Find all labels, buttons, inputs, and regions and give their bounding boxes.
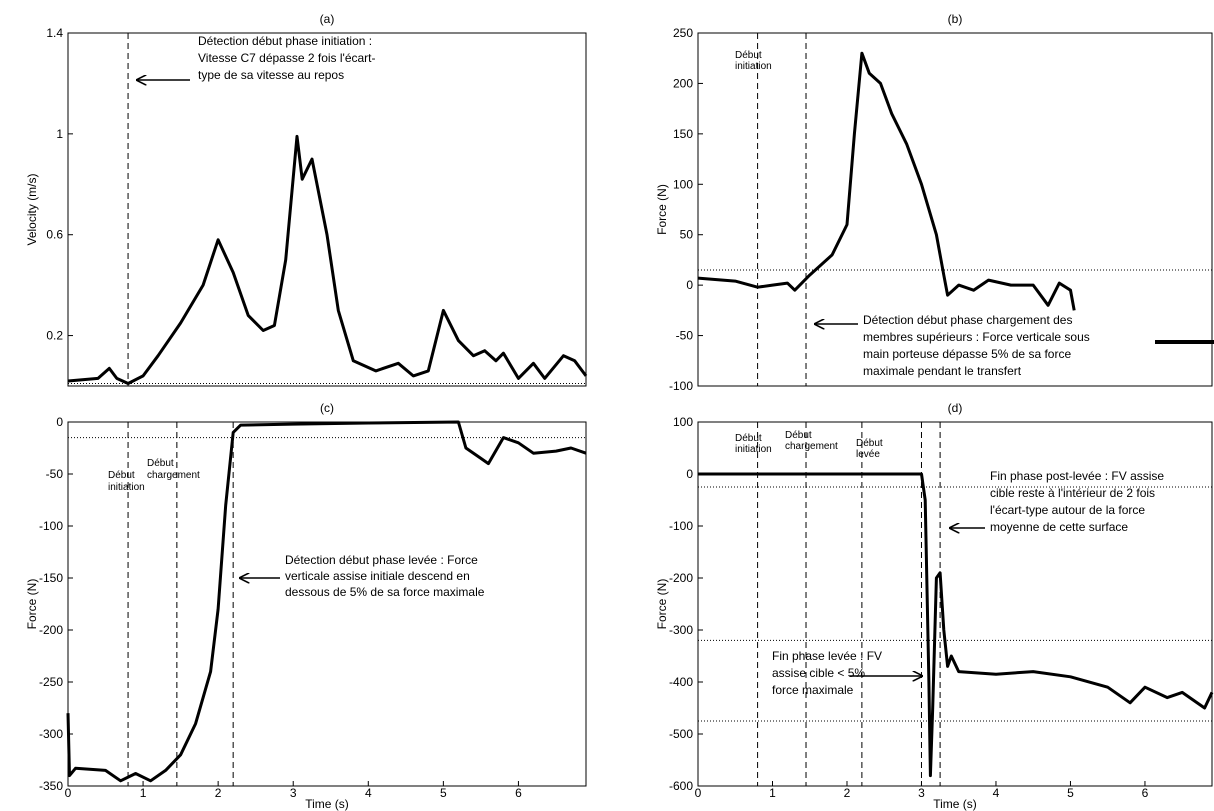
annotation: type de sa vitesse au repos xyxy=(198,68,344,82)
annotation: Détection début phase levée : Force xyxy=(285,553,478,567)
x-tick-label: 0 xyxy=(695,786,702,800)
plot-frame xyxy=(697,421,1213,787)
y-axis-label: Force (N) xyxy=(655,579,669,630)
y-axis-label: Velocity (m/s) xyxy=(25,173,39,245)
y-tick-label: -200 xyxy=(39,623,63,637)
y-tick-label: -250 xyxy=(39,675,63,689)
y-tick-label: -100 xyxy=(669,519,693,533)
annotation: Début xyxy=(785,430,812,441)
y-tick-label: -150 xyxy=(39,571,63,585)
y-axis-label: Force (N) xyxy=(25,579,39,630)
x-tick-label: 2 xyxy=(215,786,222,800)
x-tick-label: 6 xyxy=(515,786,522,800)
y-tick-label: 0 xyxy=(56,415,63,429)
annotation: dessous de 5% de sa force maximale xyxy=(285,585,485,599)
annotation: force maximale xyxy=(772,683,854,697)
y-tick-label: -300 xyxy=(39,727,63,741)
x-tick-label: 6 xyxy=(1142,786,1149,800)
x-tick-label: 1 xyxy=(769,786,776,800)
annotation: main porteuse dépasse 5% de sa force xyxy=(863,347,1071,361)
x-tick-label: 5 xyxy=(440,786,447,800)
x-tick-label: 2 xyxy=(844,786,851,800)
annotation: verticale assise initiale descend en xyxy=(285,569,470,583)
y-axis-label: Force (N) xyxy=(655,184,669,235)
x-tick-label: 4 xyxy=(993,786,1000,800)
plot-frame xyxy=(67,32,587,387)
annotation: Détection début phase chargement des xyxy=(863,313,1072,327)
annotation: levée xyxy=(856,449,880,460)
annotation: chargement xyxy=(147,470,200,481)
y-tick-label: -300 xyxy=(669,623,693,637)
x-tick-label: 5 xyxy=(1067,786,1074,800)
annotation: cible reste à l'intérieur de 2 fois xyxy=(990,486,1155,500)
plot-frame xyxy=(697,32,1213,387)
chart-title: (d) xyxy=(948,401,963,415)
y-tick-label: 100 xyxy=(673,177,693,191)
y-tick-label: 100 xyxy=(673,415,693,429)
y-tick-label: -500 xyxy=(669,727,693,741)
annotation: moyenne de cette surface xyxy=(990,520,1128,534)
y-tick-label: -100 xyxy=(39,519,63,533)
plot-frame xyxy=(67,421,587,787)
annotation: Vitesse C7 dépasse 2 fois l'écart- xyxy=(198,51,376,65)
annotation: Détection début phase initiation : xyxy=(198,34,372,48)
y-tick-label: -100 xyxy=(669,379,693,393)
annotation: Début xyxy=(147,458,174,469)
y-tick-label: 0 xyxy=(686,467,693,481)
x-axis-label: Time (s) xyxy=(933,797,977,811)
annotation: initiation xyxy=(108,482,145,493)
x-tick-label: 0 xyxy=(65,786,72,800)
data-line xyxy=(67,134,588,385)
y-tick-label: 150 xyxy=(673,127,693,141)
data-line xyxy=(697,51,1076,311)
y-tick-label: 50 xyxy=(680,228,694,242)
annotation: Début xyxy=(735,50,762,61)
x-tick-label: 4 xyxy=(365,786,372,800)
y-tick-label: -50 xyxy=(676,329,694,343)
chart-title: (c) xyxy=(320,401,334,415)
y-tick-label: -400 xyxy=(669,675,693,689)
y-tick-label: -50 xyxy=(46,467,64,481)
y-tick-label: 1.4 xyxy=(46,26,63,40)
y-tick-label: -350 xyxy=(39,779,63,793)
annotation: Fin phase levée : FV xyxy=(772,649,882,663)
annotation: assise cible < 5% xyxy=(772,666,865,680)
annotation: membres supérieurs : Force verticale sou… xyxy=(863,330,1090,344)
annotation: l'écart-type autour de la force xyxy=(990,503,1145,517)
data-line xyxy=(66,420,587,783)
y-tick-label: 1 xyxy=(56,127,63,141)
data-line xyxy=(698,472,1214,778)
annotation: Début xyxy=(735,433,762,444)
annotation: Fin phase post-levée : FV assise xyxy=(990,469,1164,483)
chart-title: (a) xyxy=(320,12,335,26)
y-tick-label: -200 xyxy=(669,571,693,585)
x-tick-label: 3 xyxy=(918,786,925,800)
annotation: Début xyxy=(108,470,135,481)
x-tick-label: 1 xyxy=(140,786,147,800)
chart-title: (b) xyxy=(948,12,963,26)
y-tick-label: 250 xyxy=(673,26,693,40)
x-axis-label: Time (s) xyxy=(305,797,349,811)
x-tick-label: 3 xyxy=(290,786,297,800)
y-tick-label: 0 xyxy=(686,278,693,292)
annotation: maximale pendant le transfert xyxy=(863,364,1022,378)
y-tick-label: 0.6 xyxy=(46,228,63,242)
annotation: chargement xyxy=(785,441,838,452)
y-tick-label: 200 xyxy=(673,76,693,90)
annotation: initiation xyxy=(735,61,772,72)
y-tick-label: -600 xyxy=(669,779,693,793)
y-tick-label: 0.2 xyxy=(46,329,63,343)
annotation: Début xyxy=(856,438,883,449)
annotation: initiation xyxy=(735,444,772,455)
